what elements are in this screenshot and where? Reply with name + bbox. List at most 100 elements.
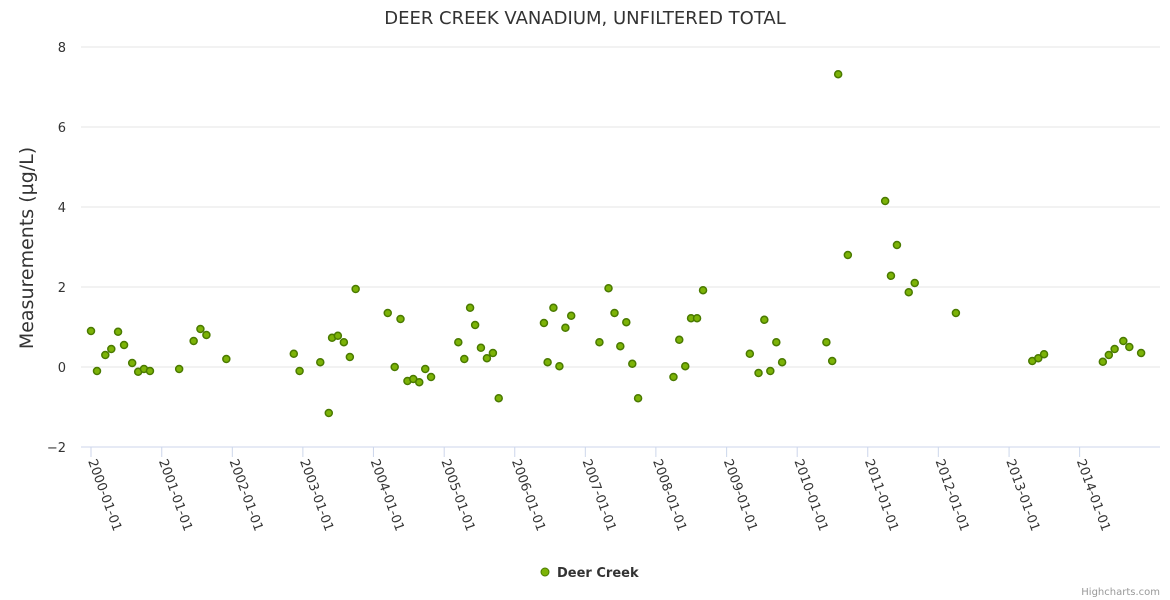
data-point[interactable] — [754, 368, 763, 378]
data-point[interactable] — [333, 331, 343, 341]
data-point[interactable] — [488, 348, 498, 358]
data-point[interactable] — [316, 357, 325, 367]
y-axis-label: Measurements (µg/L) — [16, 147, 38, 349]
x-tick-label: 2003-01-01 — [296, 457, 336, 533]
data-point[interactable] — [426, 372, 436, 382]
y-tick-label: 8 — [58, 41, 66, 56]
data-point[interactable] — [886, 271, 896, 281]
data-point[interactable] — [107, 344, 116, 354]
x-tick-label: 2011-01-01 — [861, 457, 901, 533]
gridlines — [81, 46, 1160, 368]
data-point[interactable] — [1034, 353, 1043, 363]
data-point[interactable] — [482, 353, 492, 363]
data-point[interactable] — [1104, 350, 1114, 360]
data-point[interactable] — [543, 357, 552, 367]
x-axis-ticks: 2000-01-01 2001-01-01 2002-01-01 2003-01-01… — [84, 447, 1113, 533]
data-point[interactable] — [1039, 349, 1049, 359]
data-point[interactable] — [628, 359, 637, 369]
data-point[interactable] — [777, 357, 787, 367]
data-point[interactable] — [351, 284, 360, 294]
data-point[interactable] — [202, 330, 211, 340]
data-point[interactable] — [566, 311, 576, 321]
data-point[interactable] — [1098, 357, 1108, 367]
data-point[interactable] — [101, 350, 110, 360]
data-point[interactable] — [910, 278, 919, 288]
x-tick-label: 2014-01-01 — [1073, 457, 1113, 533]
data-point[interactable] — [145, 366, 155, 376]
data-point[interactable] — [760, 315, 769, 325]
data-point[interactable] — [127, 358, 137, 368]
data-point[interactable] — [822, 337, 831, 347]
data-point[interactable] — [189, 336, 198, 346]
data-point[interactable] — [383, 308, 392, 318]
data-point[interactable] — [539, 318, 549, 328]
data-point[interactable] — [827, 356, 837, 366]
x-tick-label: 2008-01-01 — [649, 457, 689, 533]
data-point[interactable] — [324, 408, 334, 418]
data-point[interactable] — [465, 303, 475, 313]
data-point[interactable] — [1110, 344, 1119, 354]
data-point[interactable] — [633, 393, 643, 403]
data-point[interactable] — [692, 313, 702, 323]
data-point[interactable] — [476, 343, 486, 353]
x-tick-label: 2001-01-01 — [155, 457, 195, 533]
data-point[interactable] — [470, 320, 480, 330]
y-tick-label: 6 — [58, 121, 66, 136]
data-point[interactable] — [289, 349, 299, 359]
data-point[interactable] — [555, 361, 564, 371]
data-point[interactable] — [675, 335, 684, 345]
y-tick-label: −2 — [47, 441, 66, 456]
data-point[interactable] — [610, 308, 619, 318]
data-point[interactable] — [396, 314, 405, 324]
legend-item-deer-creek[interactable]: Deer Creek — [557, 566, 639, 581]
series-deer-creek[interactable] — [86, 69, 1146, 418]
data-point[interactable] — [420, 364, 430, 374]
data-point[interactable] — [119, 340, 129, 350]
data-point[interactable] — [460, 354, 469, 364]
data-point[interactable] — [390, 362, 399, 372]
data-point[interactable] — [880, 196, 890, 206]
data-point[interactable] — [681, 361, 690, 371]
data-point[interactable] — [549, 303, 558, 313]
data-point[interactable] — [595, 337, 604, 347]
y-tick-label: 2 — [58, 281, 66, 296]
credits-link[interactable]: Highcharts.com — [1081, 587, 1160, 598]
chart-title: DEER CREEK VANADIUM, UNFILTERED TOTAL — [384, 8, 786, 29]
data-point[interactable] — [415, 377, 424, 387]
data-point[interactable] — [669, 372, 678, 382]
data-point[interactable] — [843, 250, 853, 260]
data-point[interactable] — [86, 326, 96, 336]
data-point[interactable] — [113, 327, 123, 337]
data-point[interactable] — [1125, 342, 1134, 352]
data-point[interactable] — [745, 349, 755, 359]
data-point[interactable] — [454, 337, 463, 347]
data-point[interactable] — [616, 341, 625, 351]
data-point[interactable] — [345, 352, 355, 362]
data-point[interactable] — [561, 323, 570, 333]
data-point[interactable] — [622, 317, 631, 327]
data-point[interactable] — [295, 366, 304, 376]
data-point[interactable] — [766, 366, 775, 376]
data-point[interactable] — [1119, 336, 1128, 346]
data-point[interactable] — [904, 287, 913, 297]
data-point[interactable] — [772, 337, 781, 347]
x-tick-label: 2002-01-01 — [226, 457, 266, 533]
data-point[interactable] — [892, 240, 902, 250]
x-tick-label: 2013-01-01 — [1002, 457, 1042, 533]
data-point[interactable] — [222, 354, 231, 364]
data-point[interactable] — [339, 337, 349, 347]
data-point[interactable] — [833, 69, 843, 79]
legend[interactable]: Deer Creek — [540, 566, 639, 581]
data-point[interactable] — [174, 364, 184, 374]
data-point[interactable] — [604, 283, 613, 293]
legend-marker-icon[interactable] — [540, 567, 550, 577]
data-point[interactable] — [698, 285, 708, 295]
data-point[interactable] — [196, 324, 205, 334]
data-point[interactable] — [1136, 348, 1146, 358]
data-point[interactable] — [92, 366, 102, 376]
x-tick-label: 2004-01-01 — [367, 457, 407, 533]
data-point[interactable] — [494, 393, 503, 403]
x-tick-label: 2006-01-01 — [508, 457, 548, 533]
data-point[interactable] — [951, 308, 961, 318]
